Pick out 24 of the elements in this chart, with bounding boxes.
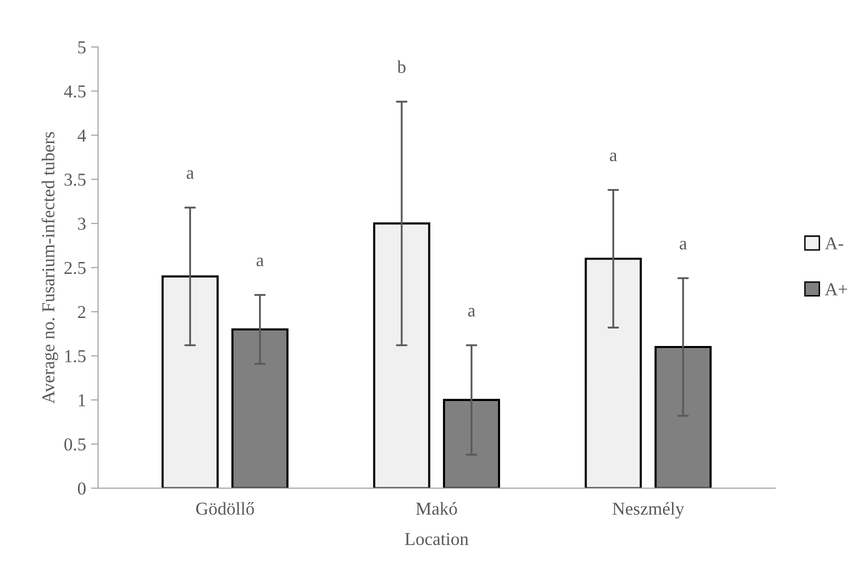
annotation: b xyxy=(397,60,406,74)
legend-label: A+ xyxy=(824,283,848,296)
y-tick-label: 4 xyxy=(78,130,86,142)
y-tick-label: 0 xyxy=(78,482,86,495)
y-tick-label: 3.5 xyxy=(64,174,86,186)
annotation: a xyxy=(468,308,476,317)
y-tick-label: 1 xyxy=(78,394,86,406)
y-axis-title: Average no. Fusarium-infected tubers xyxy=(42,132,58,404)
legend-label: A- xyxy=(824,237,844,250)
y-tick-label: 0.5 xyxy=(64,438,86,451)
x-tick-label: Gödöllő xyxy=(196,502,254,515)
x-axis-title: Location xyxy=(405,532,468,546)
y-tick-label: 5 xyxy=(78,41,86,54)
y-tick-label: 1.5 xyxy=(65,350,86,362)
annotation: a xyxy=(680,240,687,250)
y-tick-label: 2 xyxy=(78,306,86,318)
y-tick-label: 3 xyxy=(78,218,86,230)
annotation: a xyxy=(256,258,264,266)
annotation: a xyxy=(610,152,618,162)
x-tick-label: Makó xyxy=(416,502,457,515)
y-tick-label: 4.5 xyxy=(64,85,86,98)
y-tick-label: 2.5 xyxy=(64,262,86,274)
annotation: a xyxy=(186,170,194,179)
x-tick-label: Neszmély xyxy=(612,502,684,519)
